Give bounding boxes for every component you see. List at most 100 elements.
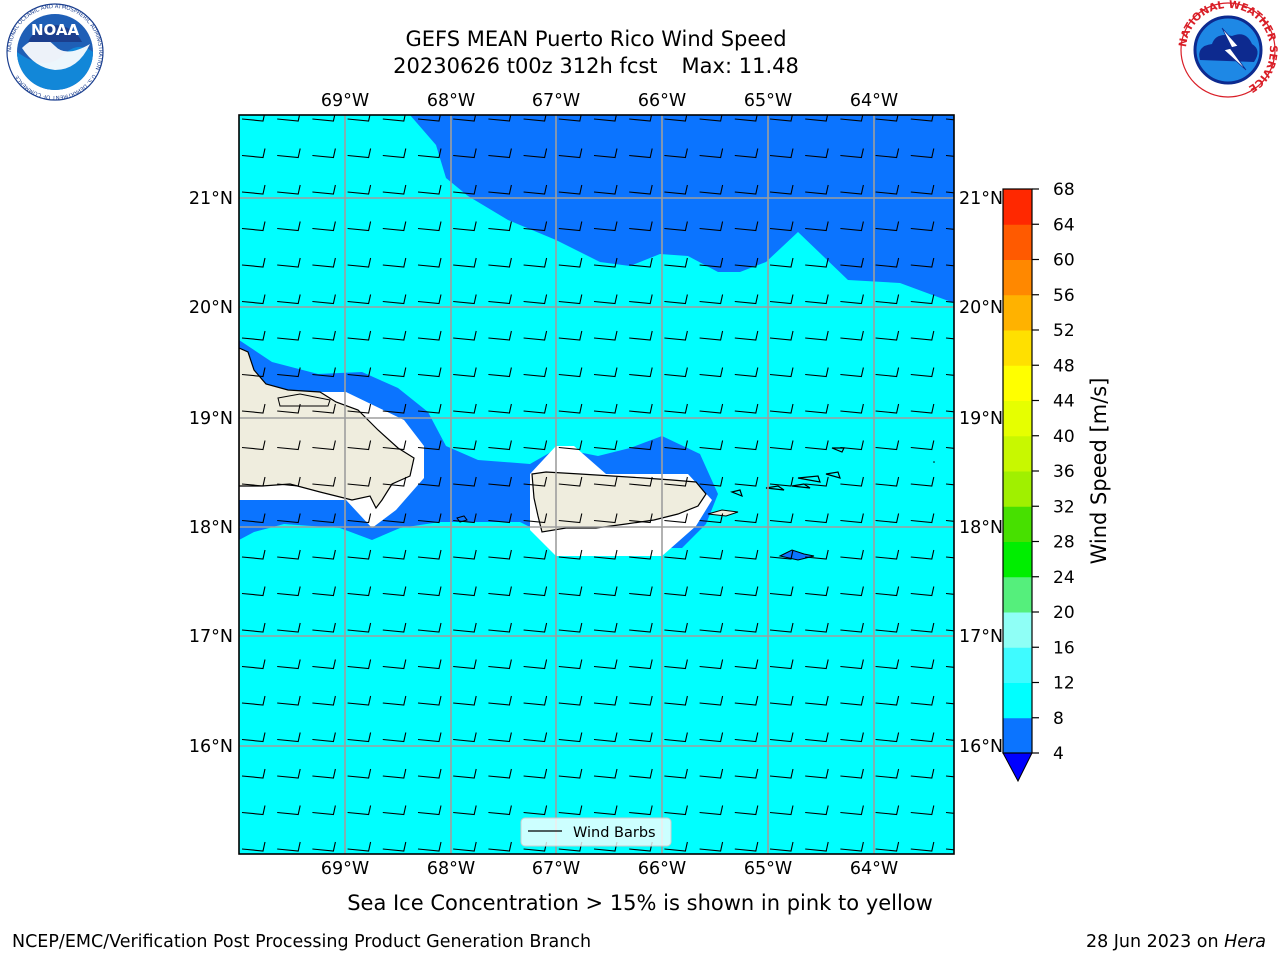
wind-barb — [312, 440, 336, 451]
colorbar-tick-label: 40 — [1053, 427, 1075, 447]
wind-barb — [453, 586, 477, 597]
wind-barb — [734, 622, 759, 633]
colorbar-segment — [1003, 435, 1032, 472]
wind-barb — [945, 811, 954, 814]
wind-barb — [382, 403, 407, 414]
wind-barb — [875, 476, 900, 487]
wind-barb — [805, 805, 829, 816]
wind-barb — [629, 695, 653, 706]
wind-barb — [593, 622, 618, 633]
colorbar-segment — [1003, 576, 1032, 613]
wind-barb — [699, 115, 723, 122]
wind-barb — [910, 221, 935, 232]
wind-barb — [488, 695, 512, 706]
wind-barb — [523, 184, 548, 195]
wind-barb — [664, 476, 688, 487]
wind-barb — [241, 184, 266, 195]
footer-date-text: 28 Jun 2023 on — [1085, 932, 1225, 952]
lon-label-top: 69°W — [321, 91, 369, 111]
lon-label-bottom: 65°W — [744, 859, 792, 879]
wind-barb — [558, 257, 583, 268]
wind-barb — [558, 549, 583, 560]
wind-barb — [312, 148, 336, 159]
wind-barb — [312, 549, 336, 560]
wind-barb — [805, 586, 829, 597]
wind-barb — [875, 659, 900, 670]
wind-barb — [312, 330, 336, 341]
wind-barb — [453, 732, 477, 743]
wind-barb — [945, 264, 954, 267]
lat-label-right: 16°N — [959, 737, 1003, 757]
wind-barb — [488, 221, 512, 232]
wind-barb — [453, 622, 477, 633]
wind-barb — [945, 629, 954, 632]
lon-label-top: 64°W — [850, 91, 898, 111]
wind-barb — [664, 586, 688, 597]
wind-barb — [629, 476, 653, 487]
wind-barb — [910, 148, 935, 159]
wind-barb — [417, 805, 442, 816]
wind-barb — [523, 257, 548, 268]
wind-barb — [241, 440, 266, 451]
map-legend: Wind Barbs — [520, 817, 672, 847]
wind-barb — [910, 294, 935, 305]
tortuga-island — [277, 393, 331, 407]
wind-barb — [523, 805, 548, 816]
wind-barb — [417, 221, 442, 232]
wind-barb — [664, 294, 688, 305]
wind-barb — [241, 768, 266, 779]
wind-barb — [593, 403, 618, 414]
wind-barb — [488, 115, 512, 122]
wind-barb — [488, 622, 512, 633]
wind-barb — [593, 221, 618, 232]
wind-barb — [699, 476, 724, 487]
wind-barb — [805, 440, 829, 451]
wind-barb — [840, 732, 864, 743]
wind-barb — [875, 805, 900, 816]
colorbar-segment — [1003, 717, 1032, 754]
wind-barb — [910, 586, 935, 597]
wind-barb — [382, 440, 407, 451]
wind-barb — [488, 367, 512, 378]
wind-barb — [558, 476, 583, 487]
wind-barb — [558, 659, 583, 670]
wind-barb — [945, 848, 954, 851]
wind-barb — [523, 513, 548, 524]
wind-barb — [945, 446, 954, 449]
wind-barb — [945, 556, 954, 559]
wind-barb — [347, 622, 372, 633]
wind-barb — [488, 768, 512, 779]
wind-barb — [382, 115, 406, 122]
wind-barb — [840, 549, 864, 560]
wind-barb — [347, 695, 372, 706]
wind-barb — [241, 294, 266, 305]
wind-barb — [453, 659, 477, 670]
wind-barb — [488, 549, 512, 560]
colorbar-segment — [1003, 471, 1032, 507]
wind-barb — [347, 221, 372, 232]
wind-barb — [488, 513, 512, 524]
lat-label-left: 17°N — [189, 627, 233, 647]
wind-barb — [417, 513, 442, 524]
lat-label-right: 21°N — [959, 189, 1003, 209]
wind-barb — [945, 592, 954, 595]
colorbar-tick-label: 12 — [1053, 674, 1075, 694]
wind-barb — [488, 330, 512, 341]
wind-barb — [382, 659, 407, 670]
wind-barb — [734, 184, 759, 195]
wind-barb — [734, 403, 759, 414]
wind-barb — [382, 367, 407, 378]
wind-barb — [805, 549, 829, 560]
wind-barb — [910, 659, 935, 670]
wind-barb — [347, 732, 372, 743]
wind-barb — [382, 768, 407, 779]
footer-org: NCEP/EMC/Verification Post Processing Pr… — [12, 932, 592, 952]
wind-barb — [840, 768, 864, 779]
wind-barb — [523, 476, 548, 487]
wind-barb — [382, 732, 407, 743]
wind-barb — [664, 732, 688, 743]
wind-barb — [347, 184, 372, 195]
wind-barb — [805, 695, 829, 706]
wind-barb — [945, 300, 954, 303]
